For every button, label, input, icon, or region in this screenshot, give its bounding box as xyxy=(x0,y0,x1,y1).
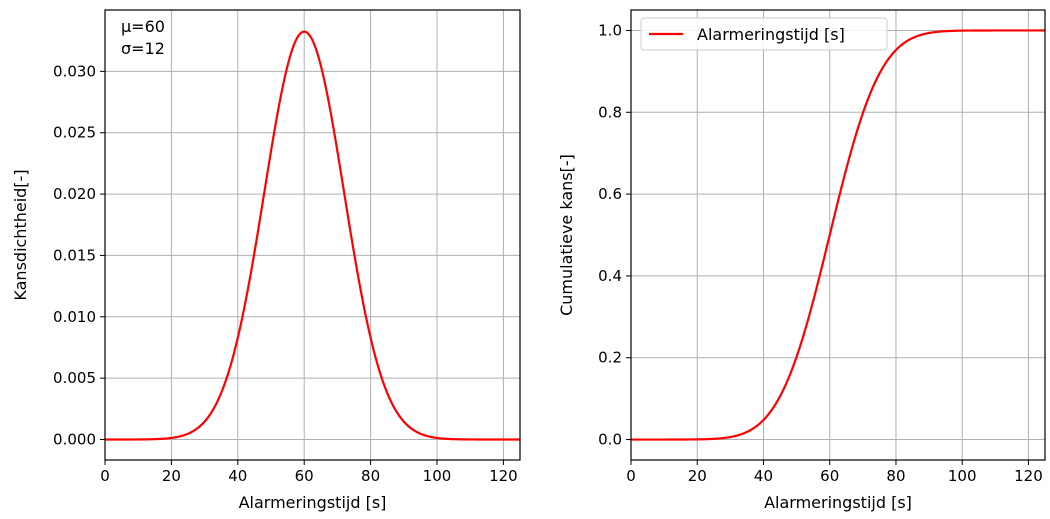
annotation-text: μ=60 xyxy=(121,17,165,36)
legend-box xyxy=(640,17,888,51)
y-tick-label: 0.2 xyxy=(598,349,622,367)
legend-label: Alarmeringstijd [s] xyxy=(697,25,845,44)
y-tick-label: 0.6 xyxy=(598,185,622,203)
x-tick-label: 120 xyxy=(489,467,518,485)
x-tick-label: 0 xyxy=(626,467,636,485)
x-tick-label: 40 xyxy=(754,467,773,485)
x-tick-label: 80 xyxy=(886,467,905,485)
x-axis-label: Alarmeringstijd [s] xyxy=(764,493,912,512)
y-tick-label: 0.005 xyxy=(53,369,96,387)
x-tick-label: 40 xyxy=(228,467,247,485)
x-tick-label: 120 xyxy=(1014,467,1043,485)
cumulative-plot: 0 20 40 60 80 100 120 0.0 0.2 0.4 0.6 0.8 1.0 Alarmer… xyxy=(557,9,1046,512)
grid xyxy=(104,10,520,460)
x-tick-label: 20 xyxy=(162,467,181,485)
plot-frame xyxy=(104,9,521,461)
y-tick-label: 0.025 xyxy=(53,124,96,142)
y-axis-label: Kansdichtheid[-] xyxy=(11,169,30,300)
x-tick-label: 0 xyxy=(100,467,110,485)
y-tick-label: 0.000 xyxy=(53,431,96,449)
x-tick-label: 100 xyxy=(948,467,977,485)
y-tick-label: 0.015 xyxy=(53,246,96,264)
y-tick-label: 0.010 xyxy=(53,308,96,326)
x-tick-label: 60 xyxy=(295,467,314,485)
x-tick-label: 20 xyxy=(688,467,707,485)
density-plot: 0 20 40 60 80 100 120 0.000 0.005 0.010 0.015 0.020… xyxy=(11,9,521,512)
y-tick-label: 0.030 xyxy=(53,62,96,80)
annotation-text: σ=12 xyxy=(121,39,165,58)
y-tick-label: 1.0 xyxy=(598,21,622,39)
x-axis-label: Alarmeringstijd [s] xyxy=(239,493,387,512)
x-tick-label: 80 xyxy=(361,467,380,485)
y-tick-label: 0.020 xyxy=(53,185,96,203)
y-axis-label: Cumulatieve kans[-] xyxy=(557,154,576,316)
y-tick-label: 0.4 xyxy=(598,267,622,285)
legend: Alarmeringstijd [s] xyxy=(640,17,888,51)
y-tick-label: 0.0 xyxy=(598,431,622,449)
plot-frame xyxy=(630,9,1046,461)
x-tick-label: 60 xyxy=(820,467,839,485)
grid xyxy=(630,10,1045,460)
series-line-0 xyxy=(105,30,520,441)
series-line-0 xyxy=(631,29,1045,441)
x-tick-label: 100 xyxy=(423,467,452,485)
y-tick-label: 0.8 xyxy=(598,103,622,121)
